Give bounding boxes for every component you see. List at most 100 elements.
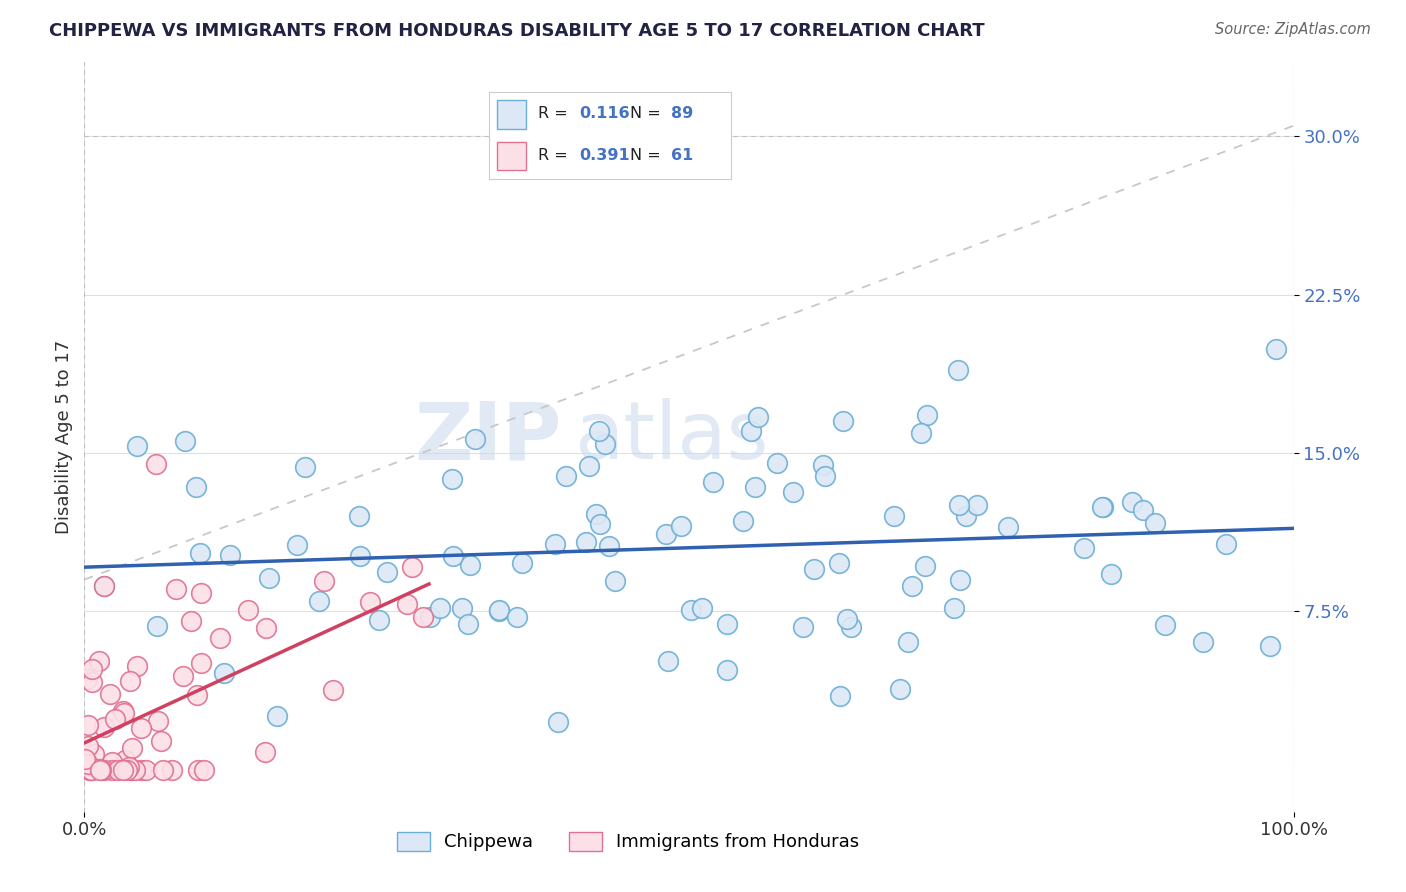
Point <box>681 603 703 617</box>
Point <box>1091 500 1114 515</box>
Point <box>77 739 100 754</box>
Point <box>901 579 924 593</box>
Point <box>1258 639 1281 653</box>
Point <box>87 654 110 668</box>
Point <box>112 706 135 721</box>
Point <box>588 424 610 438</box>
Point <box>457 617 479 632</box>
Point <box>184 480 207 494</box>
Point <box>93 763 115 777</box>
Point <box>575 535 598 549</box>
Point <box>955 509 977 524</box>
Point <box>655 527 678 541</box>
Point <box>441 549 464 564</box>
Point <box>79 763 101 777</box>
Point <box>76 673 98 687</box>
Point <box>811 458 834 472</box>
Point <box>101 755 124 769</box>
Point <box>83 747 105 761</box>
Y-axis label: Disability Age 5 to 17: Disability Age 5 to 17 <box>55 340 73 534</box>
Point <box>118 760 141 774</box>
Point <box>1073 541 1095 555</box>
Point <box>589 516 612 531</box>
Legend: Chippewa, Immigrants from Honduras: Chippewa, Immigrants from Honduras <box>398 832 859 851</box>
Text: atlas: atlas <box>574 398 769 476</box>
Point <box>190 586 212 600</box>
Point <box>841 620 863 634</box>
Point <box>897 634 920 648</box>
Point <box>80 675 103 690</box>
Point <box>165 582 187 596</box>
Point <box>100 763 122 777</box>
Point <box>212 665 235 680</box>
Point <box>285 538 308 552</box>
Point <box>1153 618 1175 632</box>
Point <box>152 763 174 777</box>
Point <box>396 597 419 611</box>
Point <box>82 763 104 777</box>
Point <box>89 762 111 776</box>
Point <box>910 426 932 441</box>
Point <box>946 362 969 376</box>
Point <box>375 565 398 579</box>
Point <box>160 763 183 777</box>
Point <box>236 603 259 617</box>
Point <box>543 537 565 551</box>
Point <box>505 610 527 624</box>
Point <box>219 548 242 562</box>
Point <box>111 704 134 718</box>
Point <box>412 610 434 624</box>
Point <box>547 715 569 730</box>
Point <box>254 621 277 635</box>
Point <box>187 763 209 777</box>
Point <box>190 656 212 670</box>
Point <box>80 662 103 676</box>
Point <box>792 620 814 634</box>
Point <box>464 433 486 447</box>
Point <box>803 562 825 576</box>
Point <box>488 603 510 617</box>
Point <box>702 475 724 489</box>
Point <box>93 720 115 734</box>
Point <box>943 600 966 615</box>
Point <box>145 619 167 633</box>
Point <box>294 460 316 475</box>
Point <box>889 682 911 697</box>
Point <box>828 689 851 703</box>
Point <box>73 752 96 766</box>
Point <box>747 409 769 424</box>
Point <box>135 763 157 777</box>
Point <box>349 549 371 563</box>
Point <box>1091 500 1114 514</box>
Point <box>312 574 335 588</box>
Point <box>208 631 231 645</box>
Point <box>948 498 970 512</box>
Point <box>740 425 762 439</box>
Point <box>308 593 330 607</box>
Point <box>180 614 202 628</box>
Point <box>259 571 281 585</box>
Point <box>124 763 146 777</box>
Point <box>914 558 936 573</box>
Point <box>1121 495 1143 509</box>
Point <box>253 745 276 759</box>
Point <box>966 499 988 513</box>
Point <box>115 763 138 777</box>
Point <box>441 472 464 486</box>
Point <box>114 753 136 767</box>
Point <box>814 468 837 483</box>
Point <box>90 763 112 777</box>
Point <box>1101 566 1123 581</box>
Point <box>129 763 152 777</box>
Point <box>1265 343 1288 357</box>
Point <box>150 734 173 748</box>
Point <box>429 600 451 615</box>
Point <box>458 558 481 572</box>
Point <box>554 469 576 483</box>
Point <box>451 601 474 615</box>
Point <box>915 409 938 423</box>
Point <box>104 712 127 726</box>
Point <box>1215 537 1237 551</box>
Point <box>782 485 804 500</box>
Point <box>125 439 148 453</box>
